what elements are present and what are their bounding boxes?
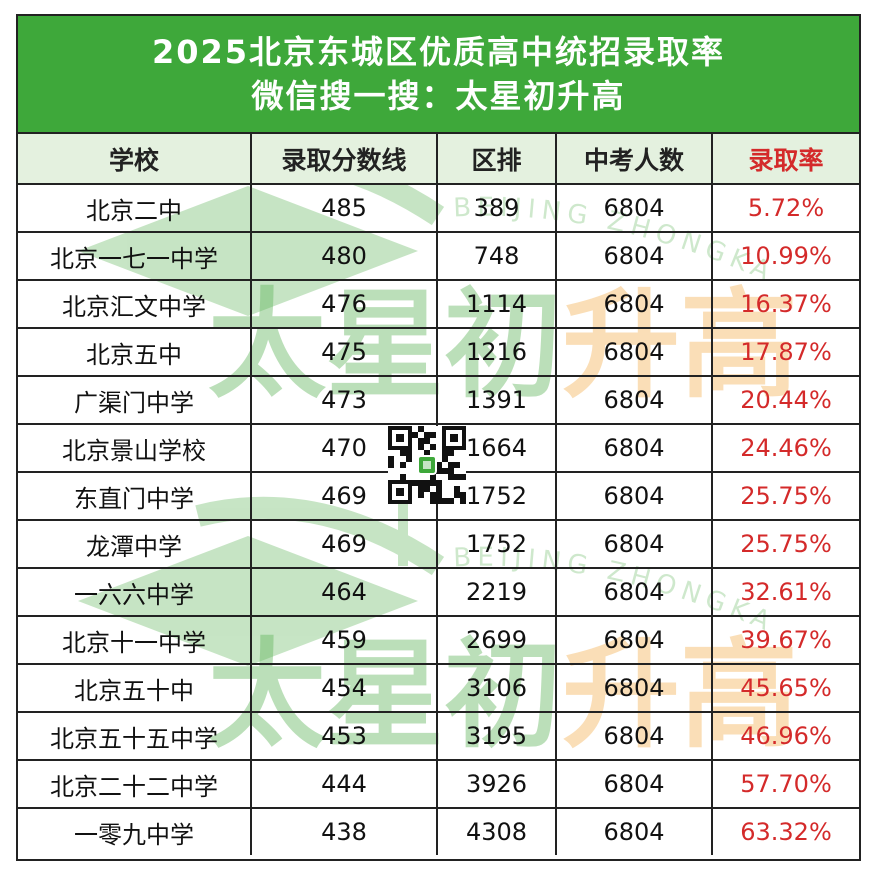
table-row: 广渠门中学 473 1391 6804 20.44%: [18, 376, 859, 425]
school-name: 北京汇文中学: [18, 280, 252, 329]
header-admission-rate: 录取率: [712, 134, 859, 185]
cutoff-score: 438: [251, 808, 438, 855]
school-name: 北京五中: [18, 328, 252, 377]
exam-takers: 6804: [556, 280, 713, 329]
table-row: 北京汇文中学 476 1114 6804 16.37%: [18, 280, 859, 329]
admission-rate: 20.44%: [712, 376, 859, 425]
admission-rate: 16.37%: [712, 280, 859, 329]
table-row: 东直门中学 469 1752 6804 25.75%: [18, 472, 859, 521]
cutoff-score: 459: [251, 616, 438, 665]
table-row: 一零九中学 438 4308 6804 63.32%: [18, 808, 859, 855]
header-exam-takers: 中考人数: [556, 134, 713, 185]
school-name: 北京二中: [18, 184, 252, 233]
school-name: 东直门中学: [18, 472, 252, 521]
exam-takers: 6804: [556, 376, 713, 425]
table-row: 龙潭中学 469 1752 6804 25.75%: [18, 520, 859, 569]
district-rank: 2219: [437, 568, 557, 617]
cutoff-score: 444: [251, 760, 438, 809]
district-rank: 1216: [437, 328, 557, 377]
district-rank: 1391: [437, 376, 557, 425]
table-row: 北京五十五中学 453 3195 6804 46.96%: [18, 712, 859, 761]
admission-rate: 46.96%: [712, 712, 859, 761]
exam-takers: 6804: [556, 616, 713, 665]
header-district-rank: 区排: [437, 134, 557, 185]
district-rank: 389: [437, 184, 557, 233]
district-rank: 1752: [437, 520, 557, 569]
school-name: 北京五十中: [18, 664, 252, 713]
exam-takers: 6804: [556, 424, 713, 473]
admission-rate: 39.67%: [712, 616, 859, 665]
admission-rate: 17.87%: [712, 328, 859, 377]
table-header-row: 学校 录取分数线 区排 中考人数 录取率: [18, 134, 859, 185]
exam-takers: 6804: [556, 232, 713, 281]
admission-rate: 25.75%: [712, 472, 859, 521]
district-rank: 4308: [437, 808, 557, 855]
district-rank: 3106: [437, 664, 557, 713]
exam-takers: 6804: [556, 664, 713, 713]
school-name: 广渠门中学: [18, 376, 252, 425]
cutoff-score: 485: [251, 184, 438, 233]
table-row: 北京五十中 454 3106 6804 45.65%: [18, 664, 859, 713]
table-row: 北京十一中学 459 2699 6804 39.67%: [18, 616, 859, 665]
admission-rate: 63.32%: [740, 818, 832, 846]
cutoff-score: 469: [251, 520, 438, 569]
district-rank: 1114: [437, 280, 557, 329]
table-row: 北京二十二中学 444 3926 6804 57.70%: [18, 760, 859, 809]
admission-rate: 24.46%: [712, 424, 859, 473]
admission-rate-sheet: BEIJING ZHONGKAO BEIJING ZHONGKAO 太星初升高 …: [16, 14, 861, 861]
cutoff-score: 476: [251, 280, 438, 329]
page-title: 2025北京东城区优质高中统招录取率: [151, 33, 726, 71]
cutoff-score: 480: [251, 232, 438, 281]
school-name: 一零九中学: [18, 808, 252, 855]
district-rank: 748: [437, 232, 557, 281]
exam-takers: 6804: [556, 808, 713, 855]
admission-rate: 32.61%: [712, 568, 859, 617]
district-rank: 3195: [437, 712, 557, 761]
exam-takers: 6804: [556, 328, 713, 377]
admission-rate: 45.65%: [712, 664, 859, 713]
table-row: 北京五中 475 1216 6804 17.87%: [18, 328, 859, 377]
exam-takers: 6804: [556, 184, 713, 233]
exam-takers: 6804: [556, 520, 713, 569]
school-name: 龙潭中学: [18, 520, 252, 569]
admission-table: 学校 录取分数线 区排 中考人数 录取率 北京二中 485 389 6804 5.72% 北京一七…: [18, 134, 859, 855]
table-row: 北京一七一中学 480 748 6804 10.99%: [18, 232, 859, 281]
cutoff-score: 473: [251, 376, 438, 425]
exam-takers: 6804: [556, 760, 713, 809]
school-name: 北京五十五中学: [18, 712, 252, 761]
header-school: 学校: [18, 134, 252, 185]
title-block: 2025北京东城区优质高中统招录取率 微信搜一搜：太星初升高: [18, 16, 859, 134]
qr-code-icon: [388, 426, 466, 504]
cutoff-score: 464: [251, 568, 438, 617]
admission-rate: 25.75%: [712, 520, 859, 569]
cutoff-score: 475: [251, 328, 438, 377]
admission-rate: 5.72%: [712, 184, 859, 233]
admission-rate: 57.70%: [712, 760, 859, 809]
school-name: 北京二十二中学: [18, 760, 252, 809]
school-name: 北京景山学校: [18, 424, 252, 473]
page-subtitle: 微信搜一搜：太星初升高: [251, 77, 626, 115]
district-rank: 3926: [437, 760, 557, 809]
school-name: 北京一七一中学: [18, 232, 252, 281]
header-cutoff-score: 录取分数线: [251, 134, 438, 185]
table-row: 北京二中 485 389 6804 5.72%: [18, 184, 859, 233]
school-name: 一六六中学: [18, 568, 252, 617]
cutoff-score: 453: [251, 712, 438, 761]
exam-takers: 6804: [556, 712, 713, 761]
district-rank: 2699: [437, 616, 557, 665]
school-name: 北京十一中学: [18, 616, 252, 665]
table-body: 北京二中 485 389 6804 5.72% 北京一七一中学 480 748 6804 10.9…: [18, 184, 859, 855]
cutoff-score: 454: [251, 664, 438, 713]
exam-takers: 6804: [556, 568, 713, 617]
table-row: 一六六中学 464 2219 6804 32.61%: [18, 568, 859, 617]
admission-rate: 10.99%: [712, 232, 859, 281]
exam-takers: 6804: [556, 472, 713, 521]
